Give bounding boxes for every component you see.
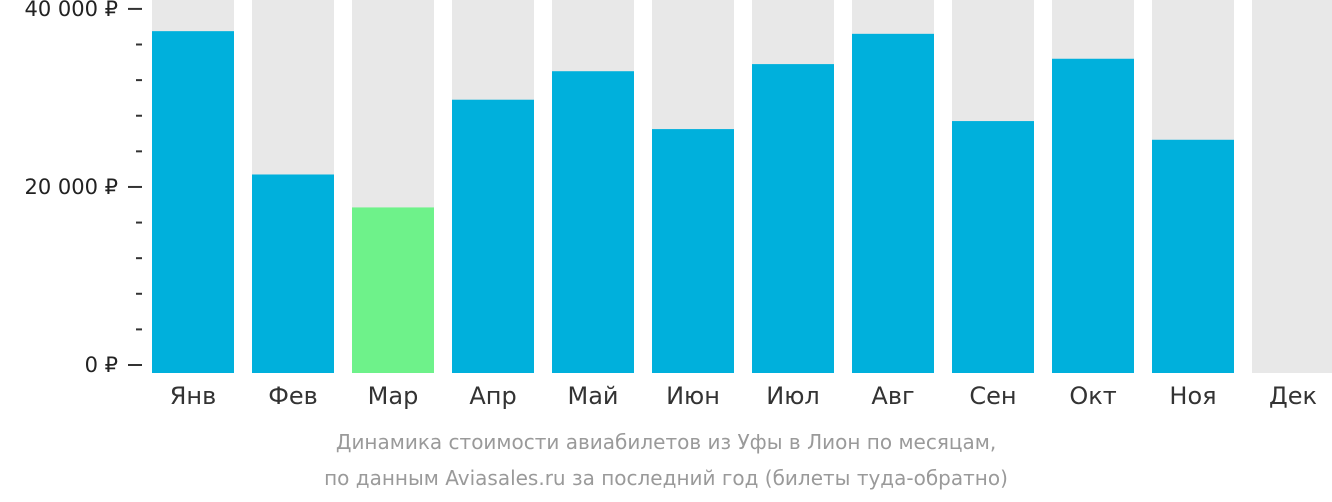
y-tick-label: 40 000 ₽ (24, 0, 118, 21)
x-tick-label: Июн (666, 382, 720, 410)
chart-caption-line-2: по данным Aviasales.ru за последний год … (324, 466, 1008, 490)
bar (452, 99, 534, 374)
x-tick-label: Апр (469, 382, 516, 410)
bar (652, 129, 734, 373)
x-tick-label: Янв (170, 382, 217, 410)
bar (152, 31, 234, 373)
x-tick-label: Ноя (1169, 382, 1216, 410)
bar (1152, 139, 1234, 373)
y-tick-label: 0 ₽ (85, 353, 118, 377)
bar (552, 71, 634, 373)
x-tick-label: Май (567, 382, 618, 410)
bar (352, 207, 434, 373)
bar (752, 64, 834, 373)
x-tick-label: Сен (969, 382, 1016, 410)
x-tick-label: Фев (268, 382, 318, 410)
chart-caption-line-1: Динамика стоимости авиабилетов из Уфы в … (335, 430, 997, 454)
x-tick-label: Мар (368, 382, 419, 410)
bar (252, 174, 334, 373)
x-tick-label: Дек (1269, 382, 1317, 410)
x-tick-label: Июл (766, 382, 820, 410)
x-tick-label: Окт (1069, 382, 1116, 410)
bar-background (1252, 0, 1332, 373)
y-tick-label: 20 000 ₽ (24, 175, 118, 199)
bar (852, 33, 934, 373)
price-bar-chart: 0 ₽ 20 000 ₽ 40 000 ₽ Янв Фев Мар Апр Май Июн Июл… (24, 0, 1332, 410)
bar (1052, 58, 1134, 373)
x-tick-label: Авг (871, 382, 914, 410)
bar (952, 121, 1034, 373)
